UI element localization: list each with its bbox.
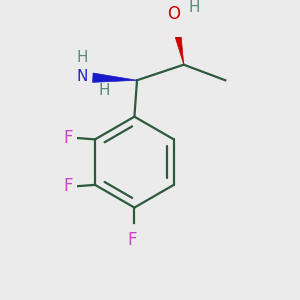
Text: H: H [77,50,88,65]
Text: O: O [167,5,180,23]
Text: H: H [189,0,200,15]
Text: F: F [64,177,73,195]
Text: H: H [98,83,110,98]
Polygon shape [93,73,137,82]
Text: F: F [64,129,73,147]
Polygon shape [172,25,184,65]
Text: F: F [127,231,136,249]
Text: N: N [77,69,88,84]
